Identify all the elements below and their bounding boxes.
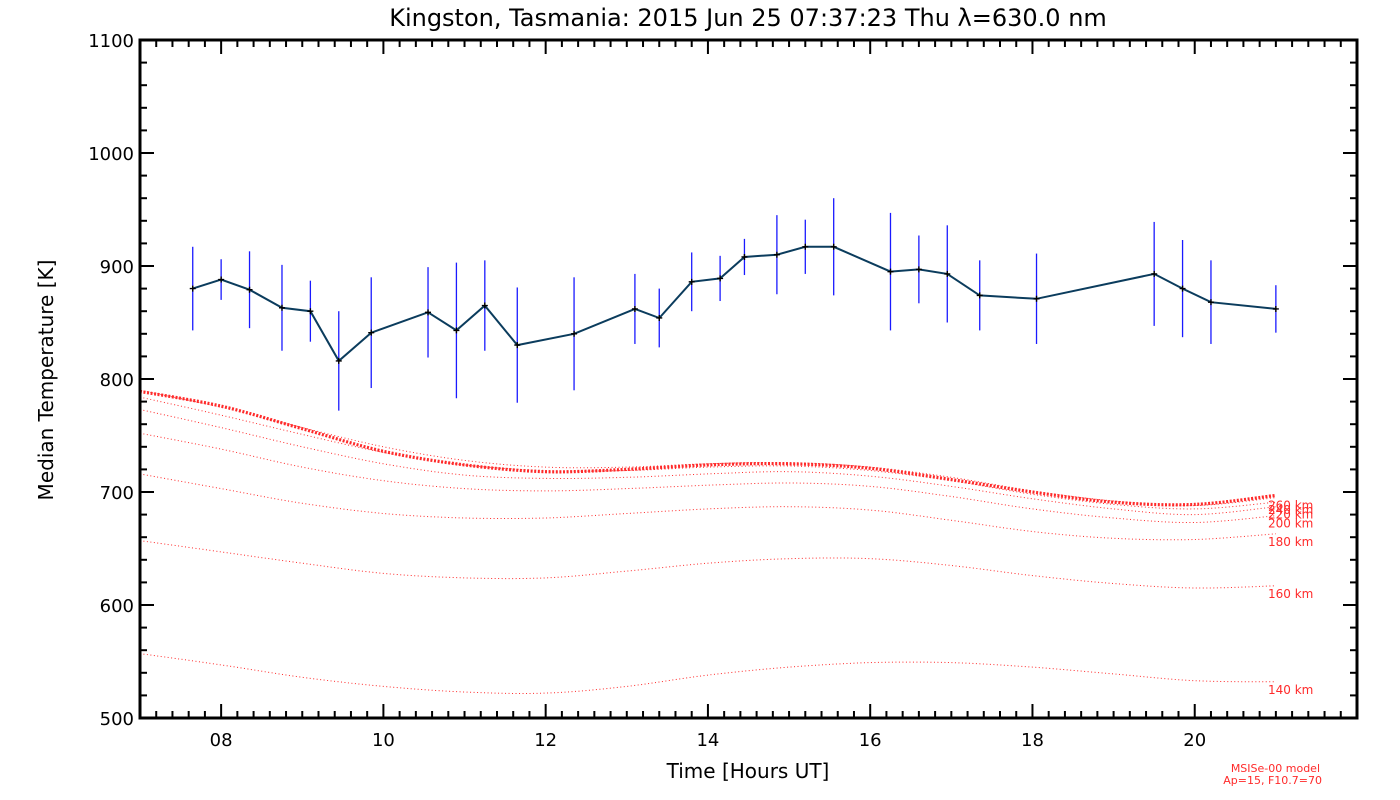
measured-temperature-line <box>192 245 1277 363</box>
data-point <box>1272 305 1279 312</box>
model-params-note: Ap=15, F10.7=70 <box>1223 774 1322 787</box>
data-point <box>1151 270 1158 277</box>
model-curve-260-km <box>139 389 1276 507</box>
data-point <box>887 268 894 275</box>
x-tick-label: 16 <box>859 730 882 751</box>
data-point <box>830 243 837 250</box>
x-tick-label: 12 <box>534 730 557 751</box>
data-point <box>307 308 314 315</box>
y-axis-label: Median Temperature [K] <box>34 260 58 501</box>
model-curve-220-km <box>139 409 1276 516</box>
altitude-label-220-km: 220 km <box>1268 508 1313 522</box>
data-point <box>218 276 225 283</box>
data-point <box>571 330 578 337</box>
data-point <box>773 251 780 258</box>
y-tick-label: 800 <box>100 370 134 391</box>
data-point <box>688 278 695 285</box>
altitude-label-240-km: 240 km <box>1268 503 1313 517</box>
y-tick-label: 1100 <box>88 31 134 52</box>
data-point <box>425 309 432 316</box>
altitude-label-200-km: 200 km <box>1268 517 1313 531</box>
data-point <box>915 266 922 273</box>
altitude-label-140-km: 140 km <box>1268 683 1313 697</box>
data-point <box>1033 295 1040 302</box>
data-point <box>368 329 375 336</box>
data-point <box>717 275 724 282</box>
data-point <box>246 286 253 293</box>
x-tick-label: 08 <box>210 730 233 751</box>
y-tick-label: 1000 <box>88 144 134 165</box>
emission-altitude-curve <box>139 389 1277 507</box>
data-point <box>1207 299 1214 306</box>
model-name-note: MSISe-00 model <box>1231 762 1320 775</box>
model-curve-240-km <box>139 396 1276 510</box>
model-curve-180-km <box>139 473 1276 541</box>
y-tick-label: 700 <box>100 483 134 504</box>
x-tick-label: 18 <box>1021 730 1044 751</box>
data-point <box>944 270 951 277</box>
y-tick-label: 600 <box>100 596 134 617</box>
x-tick-label: 14 <box>696 730 719 751</box>
model-curve-140-km <box>139 653 1276 695</box>
data-point <box>656 314 663 321</box>
data-point <box>481 302 488 309</box>
x-tick-label: 10 <box>372 730 395 751</box>
model-curve-200-km <box>139 432 1276 524</box>
altitude-label-260-km: 260 km <box>1268 499 1313 513</box>
data-point <box>976 292 983 299</box>
data-point <box>514 342 521 349</box>
data-point <box>189 285 196 292</box>
x-tick-label: 20 <box>1183 730 1206 751</box>
altitude-label-160-km: 160 km <box>1268 587 1313 601</box>
data-point <box>1179 285 1186 292</box>
model-curve-160-km <box>139 540 1276 589</box>
data-point <box>631 305 638 312</box>
data-point <box>335 357 342 364</box>
x-axis-label: Time [Hours UT] <box>666 759 830 783</box>
data-point <box>278 304 285 311</box>
altitude-label-180-km: 180 km <box>1268 535 1313 549</box>
data-point <box>453 327 460 334</box>
plot-frame <box>138 38 1359 720</box>
data-point <box>741 253 748 260</box>
data-point <box>802 243 809 250</box>
y-tick-label: 500 <box>100 709 134 730</box>
y-tick-label: 900 <box>100 257 134 278</box>
chart-title: Kingston, Tasmania: 2015 Jun 25 07:37:23… <box>389 4 1107 32</box>
